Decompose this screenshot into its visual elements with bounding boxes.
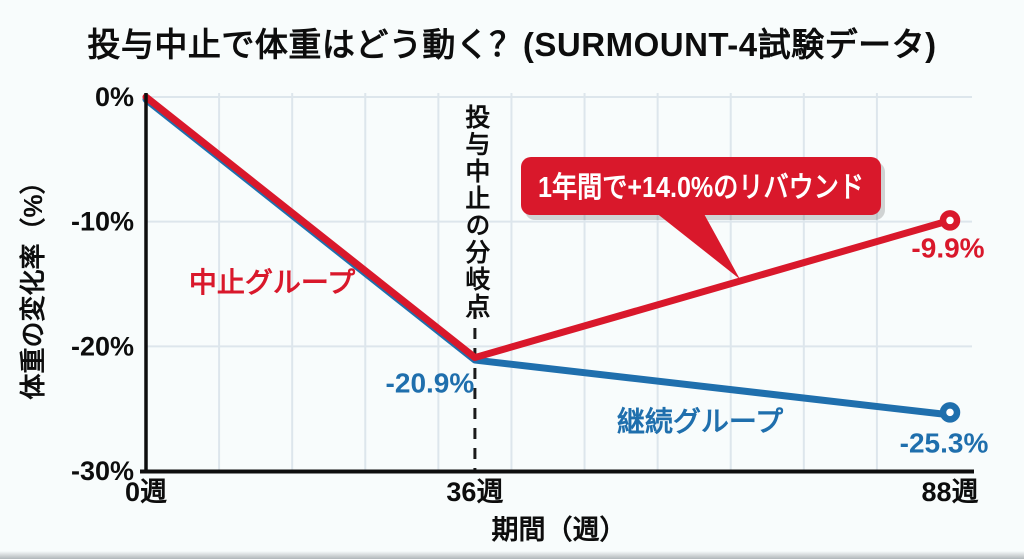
series-label-1: 継続グループ [617, 405, 784, 437]
point-label: -20.9% [386, 368, 475, 399]
tick-label-x: 88週 [921, 477, 978, 507]
tick-label-y: -10% [71, 207, 134, 237]
tick-label-y: -20% [71, 331, 134, 361]
branch-label: 投与中止の分岐点 [462, 103, 491, 320]
callout-pointer [655, 212, 740, 280]
tick-label-y: -30% [71, 456, 134, 486]
series-endpoint-marker-1 [939, 402, 961, 423]
point-label: -9.9% [911, 232, 984, 263]
series-label-0: 中止グループ [189, 267, 356, 298]
chart-title: 投与中止で体重はどう動く？(SURMOUNT-4試験データ) [87, 26, 937, 63]
callout-box [521, 157, 881, 215]
x-axis-title: 期間（週） [492, 515, 627, 545]
point-label: -25.3% [900, 427, 989, 458]
series-line-discontinue [142, 93, 954, 362]
y-axis-title: 体重の変化率（%） [18, 168, 48, 399]
tick-label-y: 0% [95, 82, 134, 112]
series-endpoint-marker-0 [939, 210, 961, 231]
tick-label-x: 36週 [446, 477, 503, 507]
tick-label-x: 0週 [125, 477, 167, 507]
callout-text: 1年間で+14.0%のリバウンド [538, 170, 864, 204]
